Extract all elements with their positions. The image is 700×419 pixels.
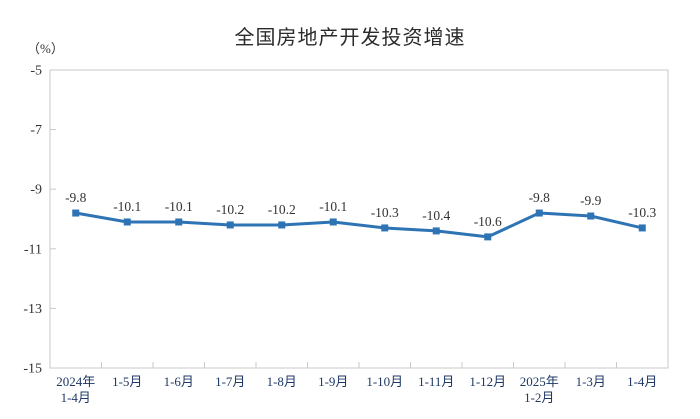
data-point-marker [226,221,234,229]
data-point-label: -10.3 [628,205,656,220]
plot-area-border [49,69,669,369]
x-tick-label: 1-7月 [215,374,245,389]
x-tick-label: 2024年 [56,374,95,389]
y-tick-label: -9 [30,183,42,198]
y-tick-label: -5 [30,64,42,79]
data-point-label: -9.8 [529,190,551,205]
data-point-label: -10.1 [319,199,347,214]
x-tick-label: 1-6月 [164,374,194,389]
y-tick-label: -15 [23,362,42,377]
data-point-marker [432,227,440,235]
data-point-label: -10.3 [371,205,399,220]
data-point-marker [638,224,646,232]
x-tick-label: 1-2月 [524,390,554,405]
y-tick-label: -13 [23,302,42,317]
y-tick-label: -11 [24,242,42,257]
data-point-marker [587,212,595,220]
x-tick-label: 1-8月 [267,374,297,389]
x-tick-label: 1-10月 [366,374,403,389]
data-series-line [74,211,644,239]
data-point-marker [123,218,131,226]
x-tick-label: 1-4月 [627,374,657,389]
data-point-label: -10.1 [113,199,141,214]
data-point-label: -10.2 [216,202,244,217]
y-axis-unit-label: （%） [27,41,64,56]
y-tick-label: -7 [30,123,42,138]
data-point-label: -10.2 [268,202,296,217]
data-point-label: -10.1 [165,199,193,214]
x-tick-label: 1-9月 [318,374,348,389]
data-point-label: -10.6 [474,214,502,229]
x-tick-label: 1-12月 [469,374,506,389]
data-point-marker [72,209,80,217]
data-point-label: -9.9 [580,193,602,208]
data-point-label: -10.4 [422,208,450,223]
x-tick-label: 1-5月 [112,374,142,389]
x-tick-label: 1-4月 [61,390,91,405]
data-point-marker [329,218,337,226]
data-point-marker [175,218,183,226]
x-tick-label: 1-11月 [418,374,454,389]
data-point-marker [381,224,389,232]
data-point-marker [535,209,543,217]
data-point-marker [484,233,492,241]
x-tick-label: 2025年 [520,374,559,389]
x-tick-label: 1-3月 [576,374,606,389]
data-point-label: -9.8 [65,190,87,205]
data-point-marker [278,221,286,229]
chart-title: 全国房地产开发投资增速 [234,27,466,49]
